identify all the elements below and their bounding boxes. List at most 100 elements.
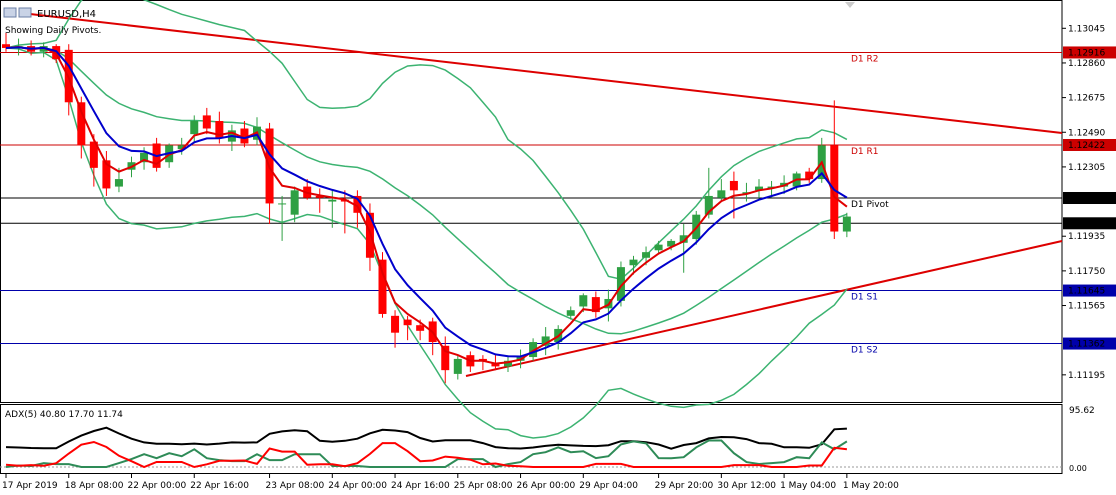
moving-averages [5, 45, 848, 365]
pivot-line-label: D1 R2 [851, 54, 879, 64]
candle [453, 355, 462, 380]
candle-body [566, 310, 575, 316]
time-tick-label: 26 Apr 00:00 [517, 481, 576, 491]
pivot-price-label: 1.12139 [1068, 194, 1105, 204]
shift-marker-icon[interactable] [845, 2, 855, 8]
time-tick-label: 24 Apr 00:00 [328, 481, 387, 491]
candle [654, 240, 663, 255]
trendlines [29, 13, 1063, 377]
time-tick-label: 22 Apr 16:00 [190, 481, 249, 491]
pivot-price-label: 1.12422 [1068, 141, 1105, 151]
candle-body [616, 267, 625, 301]
time-tick-label: 25 Apr 08:00 [454, 481, 513, 491]
time-tick-label: 29 Apr 20:00 [655, 481, 714, 491]
candle [478, 355, 487, 371]
candle [290, 186, 299, 223]
candle-body [441, 345, 450, 371]
candle-body [403, 319, 412, 326]
candle [717, 179, 726, 202]
pivot-line-label: D1 S1 [851, 293, 878, 303]
pivot-price-label: 1.12916 [1068, 48, 1105, 58]
candle-body [102, 160, 111, 189]
adx-label: ADX(5) 40.80 17.70 11.74 [5, 410, 123, 420]
time-tick-label: 18 Apr 08:00 [65, 481, 124, 491]
candle-body [290, 190, 299, 215]
lower-band [5, 47, 848, 439]
candle [529, 338, 538, 361]
candle [830, 100, 839, 240]
time-tick-label: 23 Apr 08:00 [266, 481, 325, 491]
upper-band [5, 0, 848, 281]
candle [679, 224, 688, 273]
time-tick-label: 1 May 20:00 [843, 481, 899, 491]
candle-body [177, 145, 186, 150]
adx-subwindow [5, 426, 848, 469]
price-tick-label: 1.12675 [1068, 94, 1105, 104]
candle-body [667, 240, 676, 247]
price-tick-label: 1.12305 [1068, 163, 1105, 173]
time-tick-label: 22 Apr 00:00 [128, 481, 187, 491]
adx-frame [0, 404, 1063, 474]
chart-header: EURUSD,H4 Showing Daily Pivots. [3, 2, 855, 36]
candle [278, 195, 287, 241]
pivot-line-label: D1 R1 [851, 147, 879, 157]
candle [77, 96, 86, 159]
candle [566, 306, 575, 320]
candle [353, 190, 362, 228]
candle [202, 107, 211, 135]
candle [504, 357, 512, 373]
candle-body [579, 295, 588, 307]
candle-body [340, 199, 349, 202]
candle [805, 167, 814, 183]
slow-moving-average [5, 46, 848, 358]
candle [2, 32, 10, 52]
candle [378, 252, 387, 318]
time-tick-label: 1 May 04:00 [780, 481, 836, 491]
candle-body [453, 358, 462, 374]
candle-body [629, 259, 638, 266]
candlestick-series[interactable] [2, 32, 851, 384]
time-tick-label: 30 Apr 12:00 [717, 481, 776, 491]
price-axis: 1.13045 1.12860 1.12675 1.12490 1.12305 1.119… [1062, 24, 1105, 381]
candle [755, 179, 763, 198]
candle-body [315, 195, 324, 198]
chart-icon [3, 7, 17, 18]
pivot-lines: D1 R2 1.12916 D1 R1 1.12422 D1 Pivot 1.12139 1… [0, 46, 1116, 356]
chart-icon [18, 7, 32, 18]
candle-body [679, 235, 688, 243]
price-tick-label: 1.11935 [1068, 232, 1105, 242]
adx-axis-top: 95.62 [1069, 406, 1095, 416]
pivot-price-label: 1.12004 [1068, 219, 1105, 229]
candle [177, 137, 186, 155]
candle [190, 115, 199, 144]
pivot-price-tag [1063, 138, 1116, 151]
candle-body [642, 252, 651, 258]
price-tick-label: 1.13045 [1068, 24, 1105, 34]
candle [441, 336, 450, 384]
price-tick-label: 1.11750 [1068, 267, 1105, 277]
main-frame [0, 0, 1063, 403]
adx-plus-di-line [5, 439, 848, 469]
time-axis: 17 Apr 2019 18 Apr 08:00 22 Apr 00:00 22 Ap… [2, 474, 899, 491]
pivot-price-tag [1063, 217, 1116, 230]
time-tick-label: 24 Apr 16:00 [391, 481, 450, 491]
candle [591, 291, 600, 318]
candle [365, 203, 374, 271]
adx-axis-bottom: 0.00 [1069, 464, 1087, 473]
chart-frame [0, 0, 1063, 474]
candle-body [114, 179, 123, 187]
candle [466, 351, 475, 373]
candle [403, 315, 412, 341]
candle-body [805, 171, 814, 180]
price-tick-label: 1.11195 [1068, 371, 1105, 381]
candle-body [378, 259, 387, 314]
candle [541, 327, 550, 356]
pivot-price-tag [1063, 284, 1116, 297]
candle-body [365, 212, 374, 258]
price-tick-label: 1.12490 [1068, 128, 1105, 138]
candle [89, 134, 98, 187]
candle [340, 190, 349, 234]
pivot-price-label: 1.11362 [1068, 340, 1105, 350]
candle [391, 310, 400, 348]
